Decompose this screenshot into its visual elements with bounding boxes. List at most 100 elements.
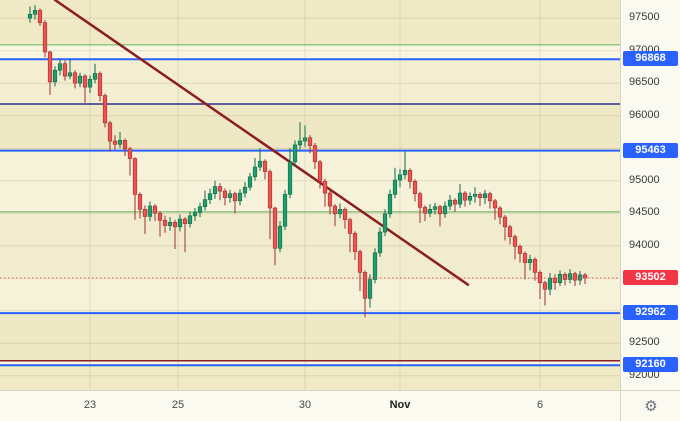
candle-body [212, 186, 218, 195]
candle-body [147, 205, 153, 217]
candle-body [287, 161, 293, 195]
candle-body [542, 282, 548, 290]
candle-body [282, 194, 288, 227]
candle-body [207, 193, 213, 200]
candle-body [477, 194, 483, 198]
candle-body [532, 259, 538, 273]
candle-body [317, 161, 323, 182]
candle-body [502, 216, 508, 228]
candle-body [47, 51, 53, 83]
candle-body [412, 181, 418, 195]
candle-body [72, 72, 78, 84]
price-label-97500: 97500 [629, 11, 660, 24]
candle-body [42, 22, 48, 53]
candle-body [197, 206, 203, 213]
candle-body [362, 272, 368, 299]
candle-body [382, 213, 388, 233]
candle-body [292, 144, 298, 163]
candle-body [232, 193, 238, 202]
gear-icon[interactable]: ⚙ [644, 398, 658, 415]
candle-body [237, 192, 243, 202]
candle-body [52, 69, 58, 83]
candle-body [467, 196, 473, 201]
candle-body [127, 148, 133, 159]
background-band [0, 360, 620, 366]
price-label-95000: 95000 [629, 173, 660, 186]
candle-body [507, 226, 513, 237]
candle-body [407, 170, 413, 182]
price-label-94500: 94500 [629, 206, 660, 219]
candle-body [222, 190, 228, 198]
candle-body [67, 72, 73, 77]
candle-body [537, 272, 543, 284]
candle-body [327, 192, 333, 207]
candle-body [402, 170, 408, 176]
candle-body [432, 206, 438, 210]
candle-body [517, 246, 523, 254]
axis-settings-corner: ⚙ [620, 390, 680, 421]
candle-body [297, 140, 303, 146]
candle-body [122, 140, 128, 150]
candle-body [442, 205, 448, 215]
candle-body [177, 218, 183, 228]
candle-body [492, 200, 498, 209]
candle-body [307, 137, 313, 146]
candle-body [277, 225, 283, 249]
candle-body [367, 279, 373, 299]
time-label-25: 25 [171, 399, 185, 411]
candle-body [217, 186, 223, 192]
candle-body [82, 75, 88, 88]
background-band [0, 0, 620, 45]
candle-body [27, 14, 33, 19]
candle-body [57, 63, 63, 71]
candle-body [112, 140, 118, 145]
trend-line[interactable] [53, 0, 470, 286]
candle-body [152, 205, 158, 214]
candle-body [392, 179, 398, 195]
candle-body [162, 220, 168, 226]
price-badge-92962: 92962 [623, 305, 678, 321]
price-badge-96868: 96868 [623, 51, 678, 67]
chart-plot-area[interactable] [0, 0, 620, 390]
background-band [0, 44, 620, 60]
candle-body [452, 199, 458, 205]
candle-body [187, 215, 193, 224]
candle-body [397, 174, 403, 181]
price-axis[interactable]: 97500 97000 96500 96000 95000 94500 94000 92500… [620, 0, 680, 390]
candle-body [97, 73, 103, 96]
candle-body [427, 209, 433, 214]
candle-body [302, 137, 308, 142]
candle-body [347, 219, 353, 234]
candle-body [132, 158, 138, 195]
candle-body [577, 274, 583, 281]
candle-body [242, 186, 248, 194]
time-label-23: 23 [83, 399, 97, 411]
candle-body [202, 199, 208, 208]
candle-body [417, 193, 423, 208]
candle-body [62, 63, 68, 77]
candle-body [522, 253, 528, 263]
candle-body [512, 236, 518, 247]
candle-body [322, 181, 328, 194]
price-label-94000: 94000 [629, 238, 660, 251]
candle-body [247, 176, 253, 188]
candle-body [422, 207, 428, 214]
candle-body [377, 231, 383, 254]
candle-body [117, 140, 123, 145]
candle-body [267, 171, 273, 209]
candle-body [332, 205, 338, 215]
candle-body [342, 209, 348, 221]
candlestick-chart [0, 0, 620, 390]
candle-body [572, 273, 578, 281]
candle-body [497, 207, 503, 218]
candle-body [257, 160, 263, 168]
time-axis[interactable]: 23 25 30 Nov 6 [0, 390, 620, 421]
candle-body [482, 193, 488, 198]
background-band [0, 313, 620, 361]
background-band [0, 59, 620, 104]
candle-body [372, 252, 378, 280]
candle-body [547, 277, 553, 290]
candle-body [182, 218, 188, 224]
price-label-96500: 96500 [629, 76, 660, 89]
